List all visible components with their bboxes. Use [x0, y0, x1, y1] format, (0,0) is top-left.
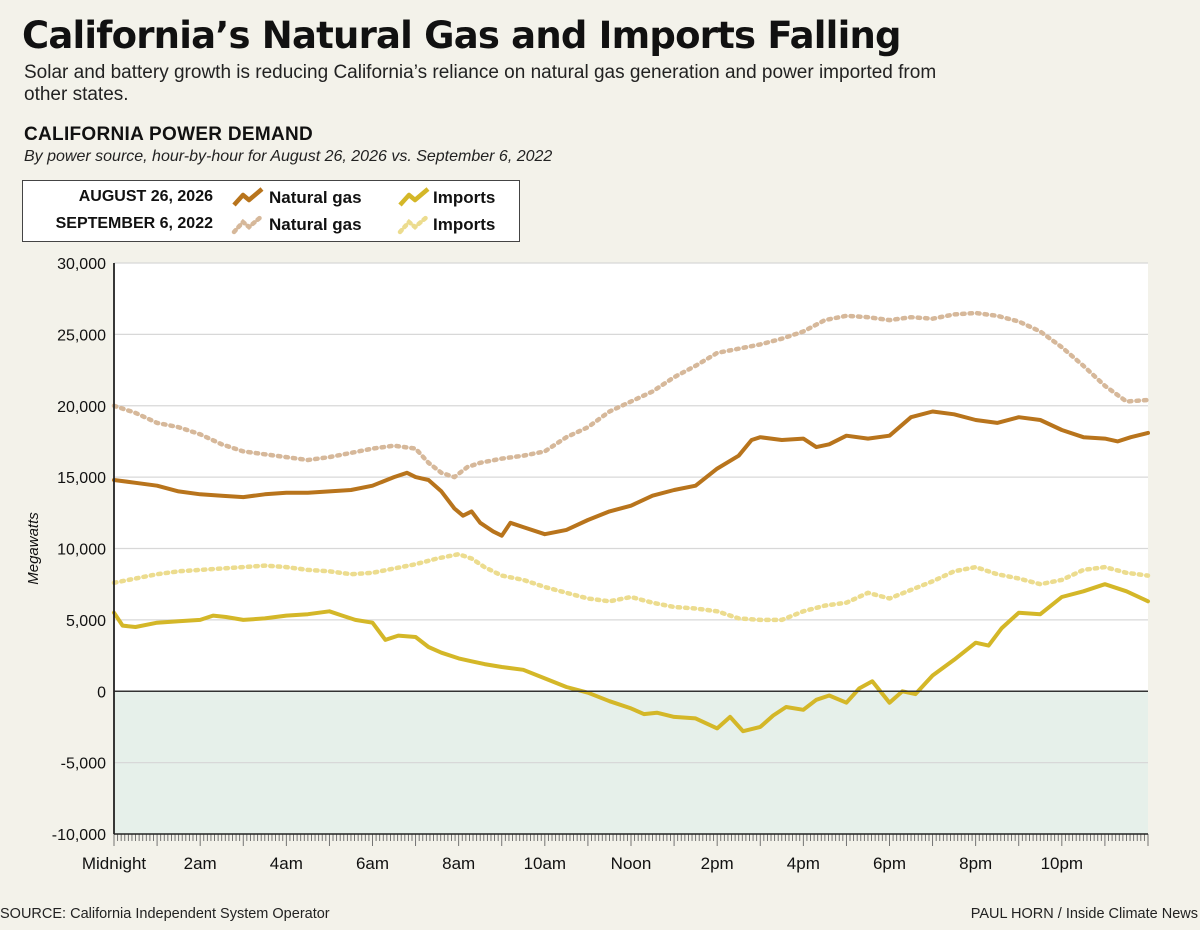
chart-title: California’s Natural Gas and Imports Fal… — [22, 14, 901, 57]
y-tick-label: 0 — [97, 684, 106, 701]
y-tick-label: -10,000 — [52, 827, 106, 844]
source-note: SOURCE: California Independent System Op… — [0, 906, 330, 922]
legend-swatch-gas-2026 — [232, 187, 264, 207]
line-chart: -10,000 -5,000 0 5,000 10,000 15,000 20,000 25,… — [25, 256, 1151, 873]
legend-date-2026: AUGUST 26, 2026 — [78, 188, 213, 205]
y-tick-label: 5,000 — [66, 613, 106, 630]
section-subtitle: By power source, hour-by-hour for August… — [24, 148, 553, 165]
x-tick-label: 10pm — [1041, 854, 1084, 873]
credit-note: PAUL HORN / Inside Climate News — [970, 906, 1198, 922]
legend-label-gas-2026: Natural gas — [269, 188, 362, 207]
x-tick-label: 2am — [184, 854, 217, 873]
section-title: CALIFORNIA POWER DEMAND — [24, 124, 314, 145]
series-line-imports-2026 — [112, 582, 1150, 734]
legend-label-imports-2022: Imports — [433, 215, 496, 234]
x-tick-label: 8pm — [959, 854, 992, 873]
x-tick-label: Midnight — [82, 854, 147, 873]
legend-label-imports-2026: Imports — [433, 188, 496, 207]
x-tick-label: 8am — [442, 854, 475, 873]
series-line-natural-gas-2022 — [111, 310, 1151, 480]
y-axis-title: Megawatts — [25, 512, 42, 585]
x-tick-label: 6pm — [873, 854, 906, 873]
series-line-natural-gas-2026 — [112, 409, 1150, 538]
y-tick-label: -5,000 — [61, 756, 106, 773]
y-tick-label: 30,000 — [57, 256, 106, 273]
y-tick-label: 15,000 — [57, 470, 106, 487]
y-tick-label: 20,000 — [57, 399, 106, 416]
x-tick-label: 4pm — [787, 854, 820, 873]
legend-row-2026: AUGUST 26, 2026 Natural gas Imports — [23, 184, 519, 212]
x-minor-ticks — [113, 834, 1149, 846]
chart-subtitle: Solar and battery growth is reducing Cal… — [24, 62, 937, 105]
series-line-imports-2022 — [111, 551, 1151, 623]
x-tick-label: 10am — [524, 854, 567, 873]
legend-label-gas-2022: Natural gas — [269, 215, 362, 234]
legend-row-2022: SEPTEMBER 6, 2022 Natural gas Imports — [23, 211, 519, 239]
y-tick-label: 10,000 — [57, 542, 106, 559]
legend-swatch-imports-2026 — [398, 187, 430, 207]
x-tick-label: 4am — [270, 854, 303, 873]
legend: AUGUST 26, 2026 Natural gas Imports SEPT… — [22, 180, 520, 242]
y-tick-label: 25,000 — [57, 327, 106, 344]
legend-swatch-gas-2022 — [231, 213, 265, 235]
legend-date-2022: SEPTEMBER 6, 2022 — [55, 215, 213, 232]
x-tick-label: Noon — [611, 854, 652, 873]
legend-swatch-imports-2022 — [397, 213, 431, 235]
x-tick-label: 2pm — [701, 854, 734, 873]
x-tick-label: 6am — [356, 854, 389, 873]
